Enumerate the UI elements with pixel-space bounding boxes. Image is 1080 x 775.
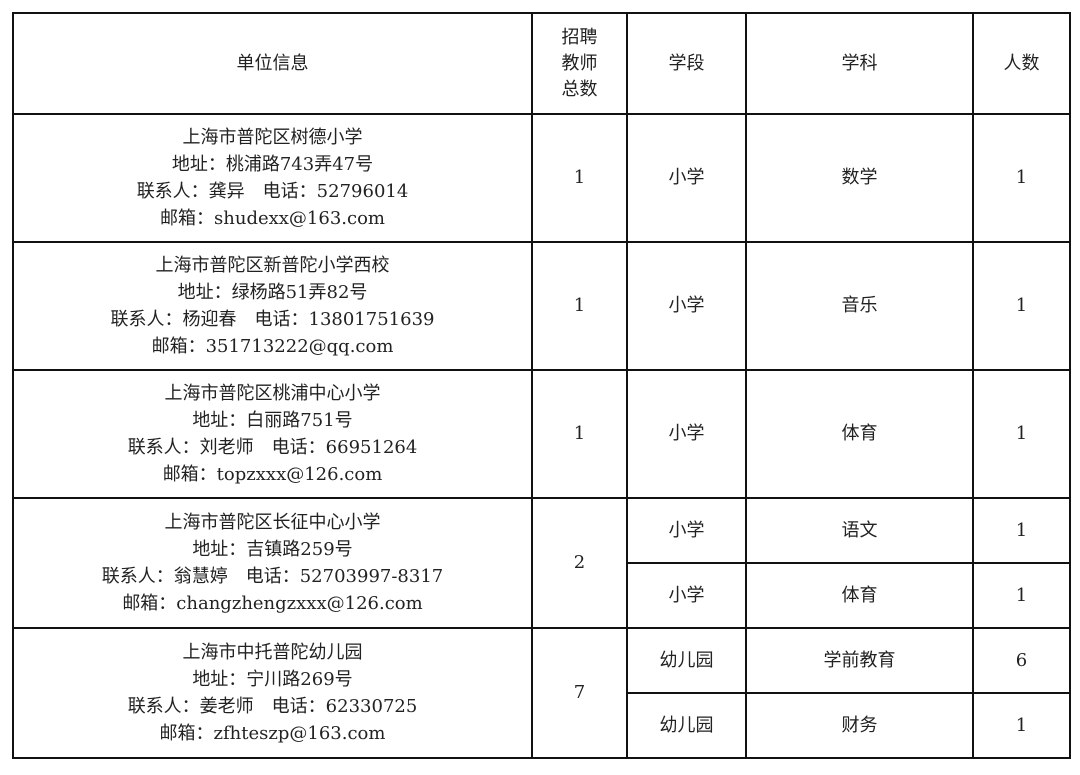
table-row: 幼儿园 财务 1 [13, 692, 1071, 759]
unit-email: 邮箱：shudexx@163.com [160, 208, 385, 229]
stage-cell: 小学 [626, 369, 747, 499]
subject-cell: 学前教育 [745, 627, 974, 694]
header-count: 人数 [972, 12, 1071, 115]
count-cell: 1 [972, 562, 1071, 629]
stage-cell: 小学 [626, 241, 747, 371]
recruitment-table: 单位信息 招聘 教师 总数 学段 学科 人数 上海市普陀区树德小学 地址：桃浦路… [12, 12, 1071, 759]
unit-address: 地址：白丽路751号 [192, 410, 353, 431]
table-row: 小学 体育 1 [13, 562, 1071, 629]
unit-email: 邮箱：351713222@qq.com [151, 336, 394, 357]
stage-cell: 幼儿园 [626, 692, 747, 759]
header-total: 招聘 教师 总数 [531, 12, 628, 115]
subject-cell: 数学 [745, 113, 974, 243]
table-row: 上海市普陀区长征中心小学 地址：吉镇路259号 联系人：翁慧婷 电话：52703… [12, 497, 1071, 629]
total-teachers-cell: 1 [531, 369, 628, 499]
stage-cell: 小学 [626, 562, 747, 629]
unit-email: 邮箱：changzhengzxxx@126.com [122, 593, 423, 614]
unit-contact: 联系人：翁慧婷 电话：52703997-8317 [101, 566, 444, 587]
header-stage: 学段 [626, 12, 747, 115]
unit-info-cell: 上海市中托普陀幼儿园 地址：宁川路269号 联系人：姜老师 电话：6233072… [12, 627, 533, 759]
header-subject: 学科 [745, 12, 974, 115]
header-total-line: 总数 [561, 78, 598, 100]
unit-info-cell: 上海市普陀区桃浦中心小学 地址：白丽路751号 联系人：刘老师 电话：66951… [12, 369, 533, 499]
subject-cell: 音乐 [745, 241, 974, 371]
unit-contact: 联系人：姜老师 电话：62330725 [127, 696, 418, 717]
count-cell: 1 [972, 369, 1071, 499]
header-row: 单位信息 招聘 教师 总数 学段 学科 人数 [12, 12, 1071, 115]
subject-cell: 体育 [745, 369, 974, 499]
header-total-line: 教师 [561, 52, 598, 74]
unit-contact: 联系人：龚异 电话：52796014 [136, 181, 409, 202]
unit-email: 邮箱：topzxxx@126.com [162, 464, 383, 485]
unit-contact: 联系人：杨迎春 电话：13801751639 [110, 309, 435, 330]
unit-name: 上海市普陀区桃浦中心小学 [164, 383, 381, 404]
table-row: 上海市普陀区新普陀小学西校 地址：绿杨路51弄82号 联系人：杨迎春 电话：13… [12, 241, 1071, 371]
stage-cell: 小学 [626, 113, 747, 243]
subject-cell: 财务 [745, 692, 974, 759]
table-row: 上海市中托普陀幼儿园 地址：宁川路269号 联系人：姜老师 电话：6233072… [12, 627, 1071, 759]
unit-address: 地址：桃浦路743弄47号 [171, 154, 374, 175]
total-teachers-cell: 1 [531, 113, 628, 243]
total-teachers-cell: 2 [531, 497, 628, 629]
header-unit: 单位信息 [12, 12, 533, 115]
count-cell: 1 [972, 241, 1071, 371]
count-cell: 1 [972, 113, 1071, 243]
unit-name: 上海市普陀区长征中心小学 [164, 512, 381, 533]
unit-name: 上海市普陀区新普陀小学西校 [155, 255, 390, 276]
subject-cell: 体育 [745, 562, 974, 629]
subject-cell: 语文 [745, 497, 974, 564]
total-teachers-cell: 1 [531, 241, 628, 371]
unit-info-cell: 上海市普陀区长征中心小学 地址：吉镇路259号 联系人：翁慧婷 电话：52703… [12, 497, 533, 629]
unit-name: 上海市中托普陀幼儿园 [182, 642, 363, 663]
unit-contact: 联系人：刘老师 电话：66951264 [127, 437, 418, 458]
header-total-line: 招聘 [561, 26, 598, 48]
unit-info-cell: 上海市普陀区树德小学 地址：桃浦路743弄47号 联系人：龚异 电话：52796… [12, 113, 533, 243]
unit-name: 上海市普陀区树德小学 [182, 127, 363, 148]
total-teachers-cell: 7 [531, 627, 628, 759]
table-row: 上海市普陀区桃浦中心小学 地址：白丽路751号 联系人：刘老师 电话：66951… [12, 369, 1071, 499]
unit-address: 地址：宁川路269号 [192, 669, 353, 690]
unit-info-cell: 上海市普陀区新普陀小学西校 地址：绿杨路51弄82号 联系人：杨迎春 电话：13… [12, 241, 533, 371]
count-cell: 1 [972, 497, 1071, 564]
count-cell: 1 [972, 692, 1071, 759]
unit-email: 邮箱：zfhteszp@163.com [159, 723, 386, 744]
unit-address: 地址：吉镇路259号 [192, 539, 353, 560]
stage-cell: 幼儿园 [626, 627, 747, 694]
count-cell: 6 [972, 627, 1071, 694]
unit-address: 地址：绿杨路51弄82号 [177, 282, 368, 303]
table-row: 上海市普陀区树德小学 地址：桃浦路743弄47号 联系人：龚异 电话：52796… [12, 113, 1071, 243]
stage-cell: 小学 [626, 497, 747, 564]
